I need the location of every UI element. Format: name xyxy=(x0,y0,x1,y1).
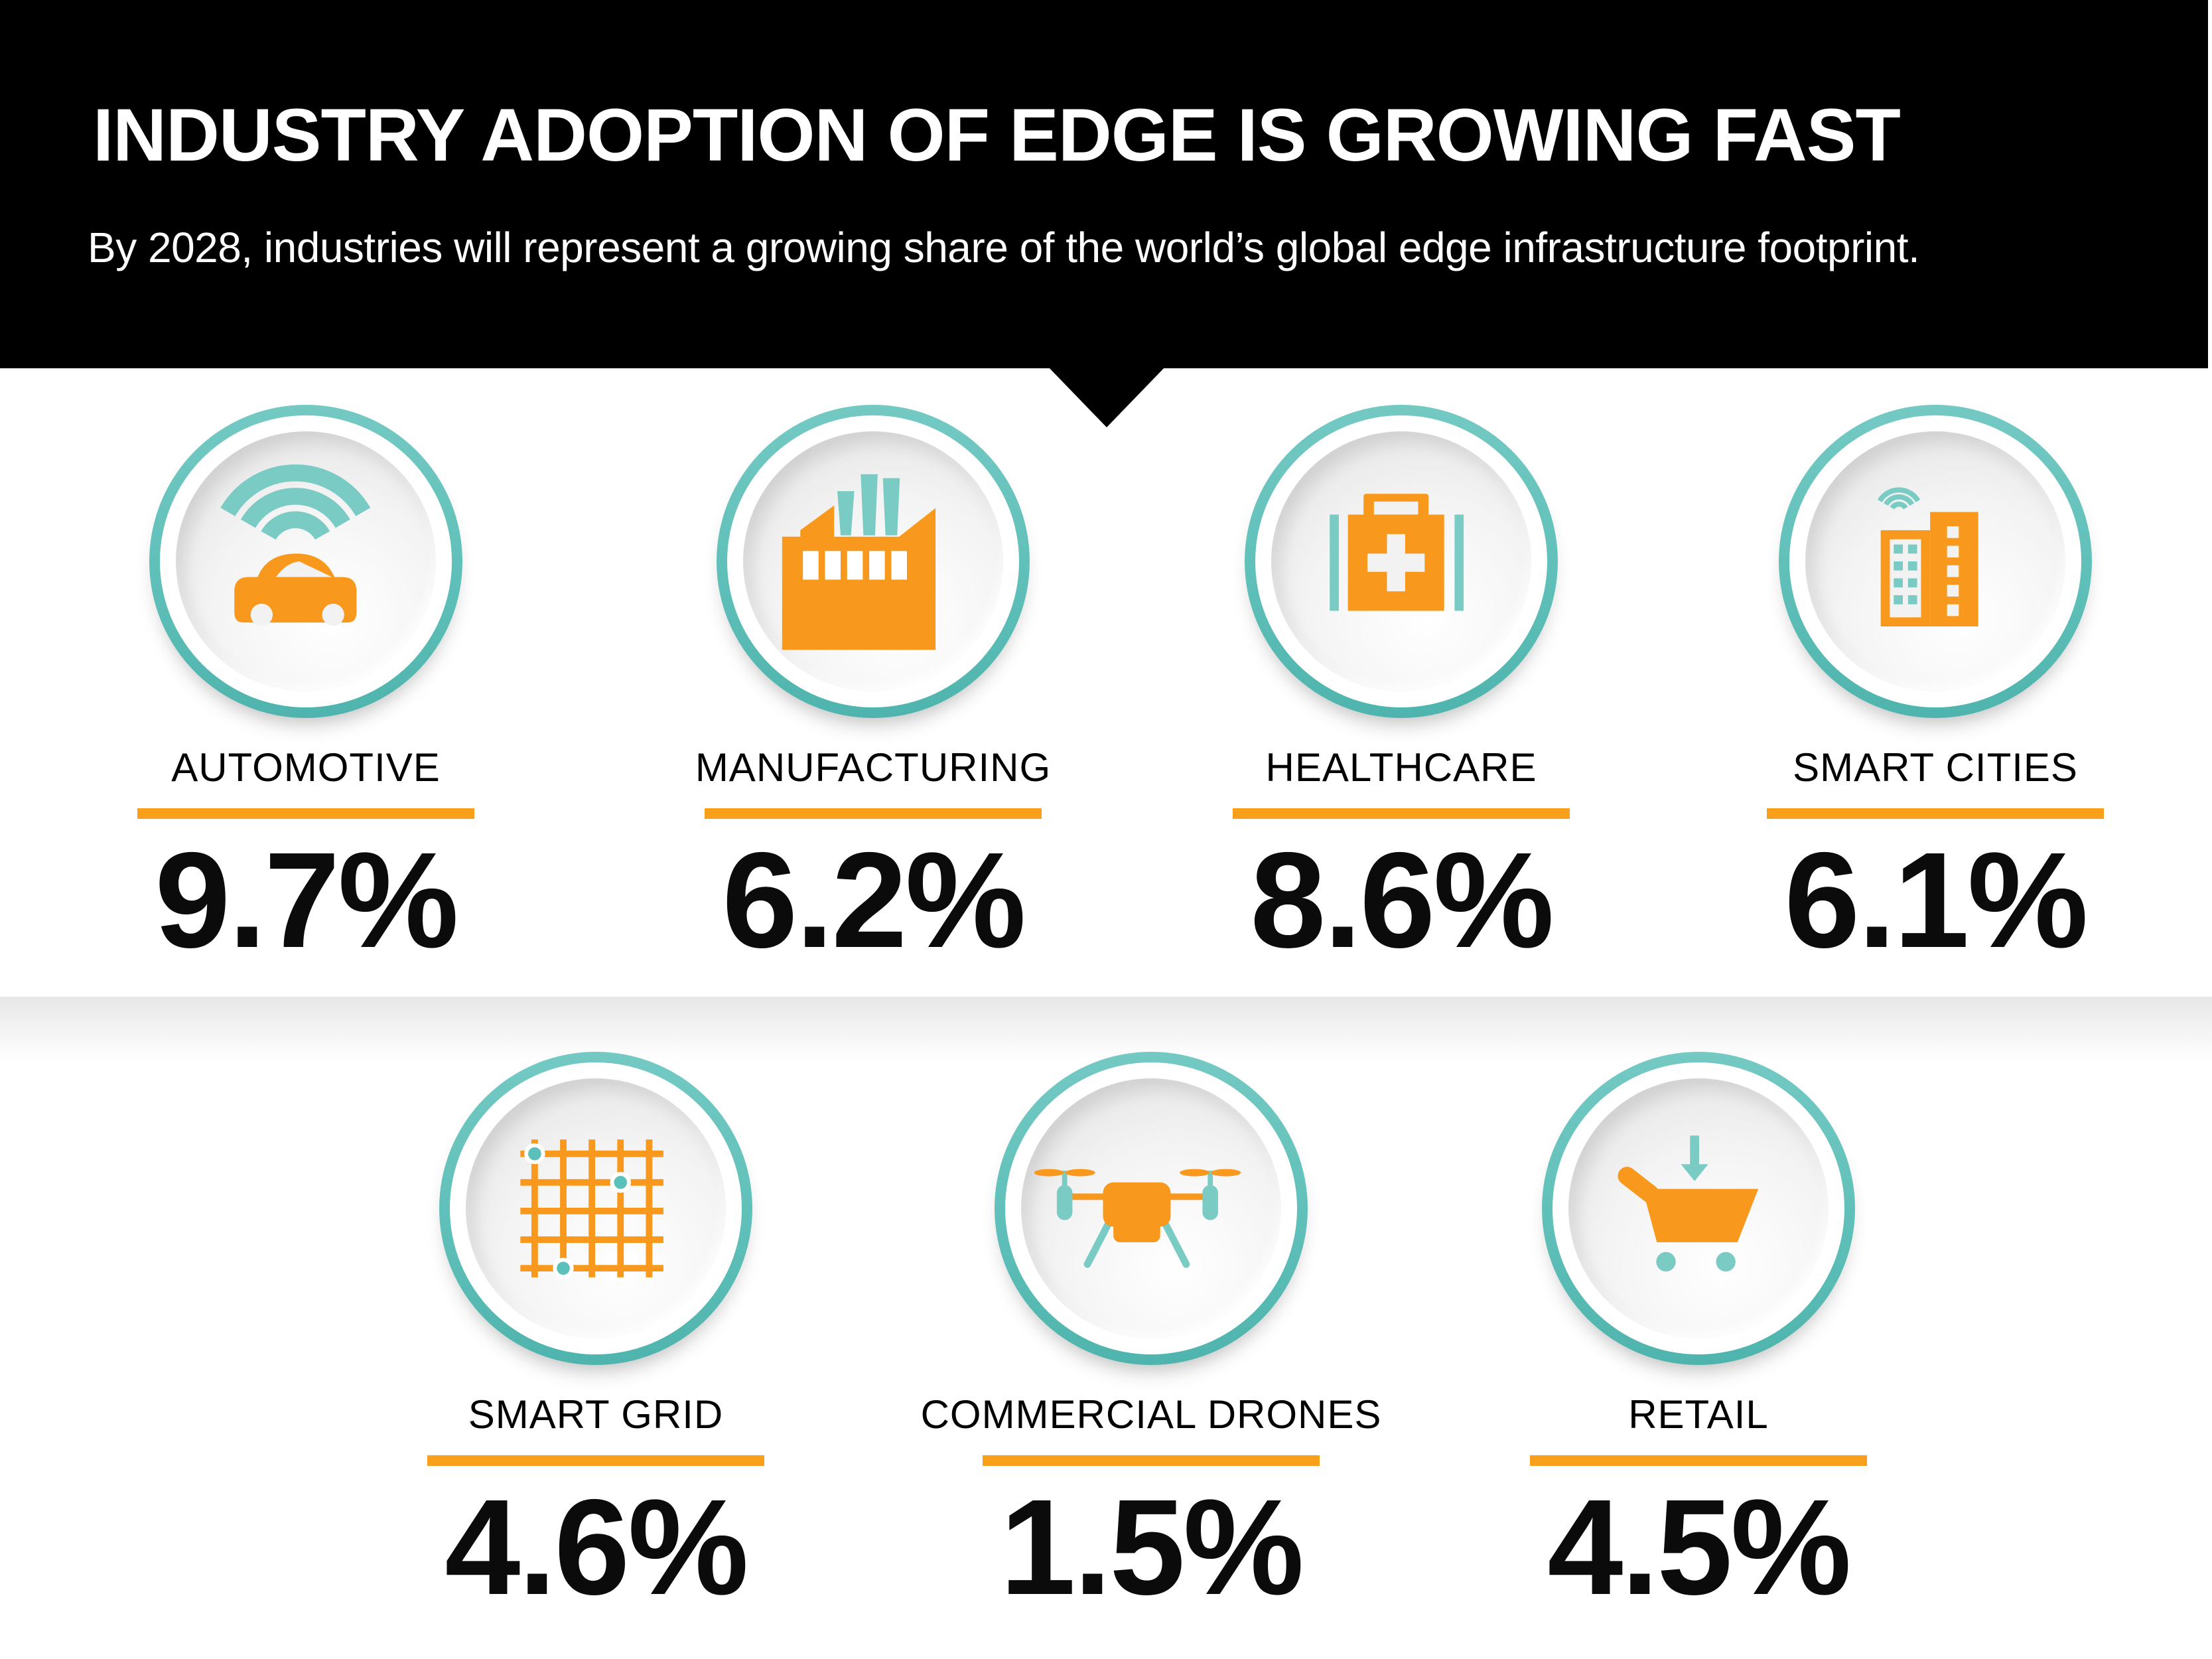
industry-label: RETAIL xyxy=(1628,1392,1769,1437)
accent-underline xyxy=(1530,1455,1867,1466)
power-grid-icon xyxy=(520,1139,663,1279)
industry-value: 6.2% xyxy=(722,824,1026,976)
first-aid-kit-icon xyxy=(1330,494,1464,611)
industry-label: SMART GRID xyxy=(468,1392,724,1437)
industry-label: MANUFACTURING xyxy=(695,745,1052,790)
card-smart-grid: SMART GRID 4.6% xyxy=(344,1052,848,1615)
circle-badge xyxy=(995,1052,1308,1365)
accent-underline xyxy=(983,1455,1320,1466)
connected-car-icon xyxy=(220,464,371,626)
industry-value: 6.1% xyxy=(1784,824,2088,976)
header-pointer-triangle xyxy=(1049,368,1164,427)
card-commercial-drones: COMMERCIAL DRONES 1.5% xyxy=(899,1052,1403,1615)
circle-badge xyxy=(149,405,462,718)
industry-label: COMMERCIAL DRONES xyxy=(920,1392,1382,1437)
circle-badge xyxy=(1542,1052,1855,1365)
card-automotive: AUTOMOTIVE 9.7% xyxy=(54,405,558,968)
industry-value: 1.5% xyxy=(1000,1471,1304,1623)
accent-underline xyxy=(1233,808,1570,819)
header-banner: INDUSTRY ADOPTION OF EDGE IS GROWING FAS… xyxy=(0,0,2208,368)
shopping-cart-icon xyxy=(1618,1135,1759,1272)
card-healthcare: HEALTHCARE 8.6% xyxy=(1149,405,1653,968)
accent-underline xyxy=(137,808,474,819)
row-divider-shadow xyxy=(0,997,2212,1063)
industry-value: 4.6% xyxy=(445,1471,748,1623)
circle-badge xyxy=(717,405,1030,718)
accent-underline xyxy=(1767,808,2104,819)
card-manufacturing: MANUFACTURING 6.2% xyxy=(621,405,1125,968)
industry-label: AUTOMOTIVE xyxy=(171,745,441,790)
card-retail: RETAIL 4.5% xyxy=(1446,1052,1951,1615)
circle-badge xyxy=(1245,405,1558,718)
industry-value: 9.7% xyxy=(155,824,458,976)
drone-icon xyxy=(1034,1169,1241,1268)
industry-value: 8.6% xyxy=(1250,824,1554,976)
page-subtitle: By 2028, industries will represent a gro… xyxy=(88,224,1920,271)
page-title: INDUSTRY ADOPTION OF EDGE IS GROWING FAS… xyxy=(93,94,1901,177)
circle-badge xyxy=(1779,405,2092,718)
industry-value: 4.5% xyxy=(1547,1471,1851,1623)
circle-badge xyxy=(439,1052,752,1365)
card-smart-cities: SMART CITIES 6.1% xyxy=(1683,405,2187,968)
industry-label: SMART CITIES xyxy=(1793,745,2078,790)
factory-icon xyxy=(782,474,936,650)
accent-underline xyxy=(705,808,1042,819)
smart-buildings-icon xyxy=(1877,487,1978,626)
accent-underline xyxy=(427,1455,764,1466)
industry-label: HEALTHCARE xyxy=(1265,745,1537,790)
